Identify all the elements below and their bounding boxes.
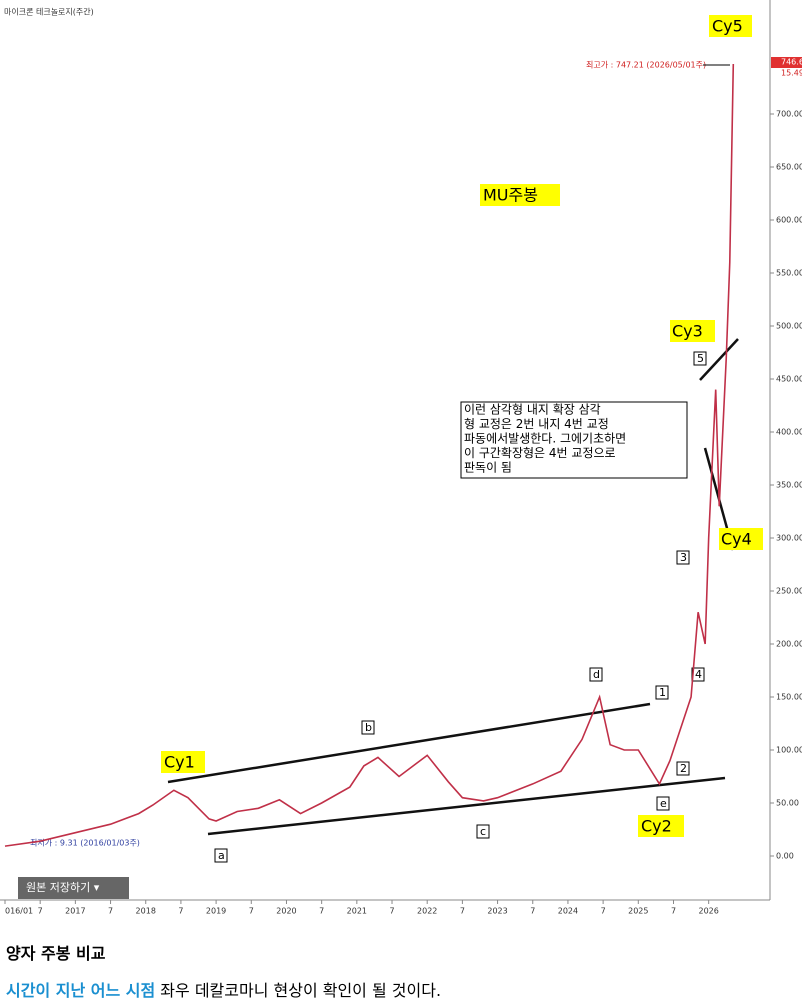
x-tick-label: 2026 (698, 907, 718, 916)
x-tick-label: 2024 (558, 907, 578, 916)
y-tick-label: 100.00 (776, 746, 802, 755)
post-heading: 양자 주봉 비교 (6, 944, 106, 963)
x-tick-label: 7 (530, 907, 535, 916)
x-tick-label: 2019 (206, 907, 226, 916)
y-tick-label: 150.00 (776, 693, 802, 702)
annotation: e (660, 797, 667, 810)
annotation: Cy2 (641, 817, 672, 836)
x-tick-label: 2021 (347, 907, 367, 916)
annotation: Cy3 (672, 322, 703, 341)
note-line: 판독이 됨 (464, 461, 512, 475)
x-tick-label: 2022 (417, 907, 437, 916)
post-text: 시간이 지난 어느 시점 좌우 데칼코마니 현상이 확인이 될 것이다. (6, 977, 441, 1001)
y-tick-label: 250.00 (776, 587, 802, 596)
y-tick-label: 400.00 (776, 428, 802, 437)
annotation: Cy5 (712, 17, 743, 36)
y-tick-label: 600.00 (776, 216, 802, 225)
y-tick-label: 700.00 (776, 110, 802, 119)
y-tick-label: 50.00 (776, 799, 799, 808)
x-tick-label: 2017 (65, 907, 85, 916)
y-tick-label: 350.00 (776, 481, 802, 490)
annotation: 3 (680, 551, 687, 564)
price-tag (771, 57, 802, 68)
x-tick-label: 2025 (628, 907, 648, 916)
annotation: a (218, 849, 225, 862)
chart: 마이크론 테크놀로지(주간) Cy5 최고가 : 747.21 (2026/05… (0, 0, 802, 916)
y-tick-label: 650.00 (776, 163, 802, 172)
annotation: 15.49% (781, 69, 802, 78)
note-line: 이런 삼각형 내지 확장 삼각 (464, 403, 601, 417)
annotation: 5 (697, 352, 704, 365)
annotation: 1 (659, 686, 666, 699)
x-tick-label: 016/01 (5, 907, 33, 916)
button-label[interactable]: 원본 저장하기 (26, 881, 91, 894)
y-tick-label: 0.00 (776, 852, 794, 861)
note-line: 이 구간확장형은 4번 교정으로 (464, 446, 616, 460)
annotation: Cy4 (721, 530, 752, 549)
x-tick-label: 7 (460, 907, 465, 916)
x-tick-label: 7 (671, 907, 676, 916)
x-tick-label: 7 (319, 907, 324, 916)
x-tick-label: 7 (178, 907, 183, 916)
highlight: 시간이 지난 어느 시점 (6, 981, 156, 1000)
x-tick-label: 2018 (136, 907, 156, 916)
x-tick-label: 2023 (487, 907, 507, 916)
annotation: d (593, 668, 600, 681)
annotation: c (480, 825, 486, 838)
note-line: 파동에서발생한다. 그에기초하면 (464, 432, 626, 446)
annotation: Cy1 (164, 753, 195, 772)
save-button[interactable]: 원본 저장하기 ▾ (18, 877, 129, 899)
price-line (4, 63, 735, 847)
note-line: 형 교정은 2번 내지 4번 교정 (464, 417, 609, 431)
x-tick-label: 2020 (276, 907, 296, 916)
highlights (161, 15, 763, 837)
y-tick-label: 450.00 (776, 375, 802, 384)
y-tick-label: 500.00 (776, 322, 802, 331)
annotation: MU주봉 (483, 186, 538, 205)
label-boxes (214, 351, 707, 863)
annotation: b (365, 721, 372, 734)
annotation: 최고가 : 747.21 (2026/05/01주) (586, 60, 706, 70)
x-tick-label: 7 (108, 907, 113, 916)
annotation: 4 (695, 668, 702, 681)
y-tick-label: 200.00 (776, 640, 802, 649)
y-tick-label: 550.00 (776, 269, 802, 278)
chart-title: 마이크론 테크놀로지(주간) (4, 7, 94, 17)
note: 이런 삼각형 내지 확장 삼각형 교정은 2번 내지 4번 교정파동에서발생한다… (464, 403, 626, 475)
y-tick-label: 300.00 (776, 534, 802, 543)
annotation: 746.6 (781, 58, 802, 67)
text: 좌우 데칼코마니 현상이 확인이 될 것이다. (155, 981, 442, 1000)
annotation: 2 (680, 762, 687, 775)
x-tick-label: 7 (601, 907, 606, 916)
annotation: 최저가 : 9.31 (2016/01/03주) (30, 838, 140, 848)
x-tick-label: 7 (389, 907, 394, 916)
x-tick-label: 7 (38, 907, 43, 916)
x-tick-label: 7 (249, 907, 254, 916)
